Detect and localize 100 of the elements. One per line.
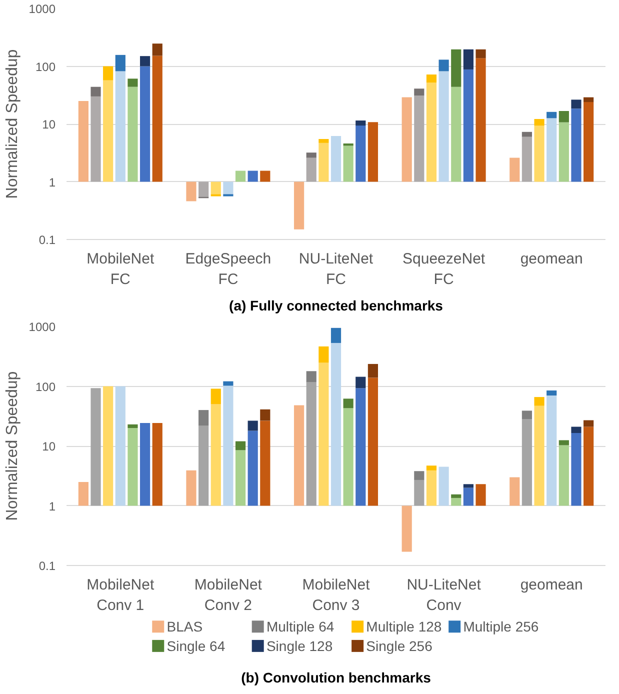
bar [235,170,246,182]
legend-label: BLAS [166,618,203,635]
bar [368,378,378,506]
bar [260,409,270,421]
bar [402,97,412,182]
bar [463,484,474,488]
bar [186,182,196,202]
bar [318,362,329,506]
bar [356,388,366,506]
x-tick-label: EdgeSpeech FC [185,250,272,288]
bar [128,86,138,182]
bar [128,78,138,87]
bar [210,404,221,506]
bar [438,71,449,182]
bar [128,428,138,506]
bar [248,420,258,431]
bar [463,69,474,182]
bar [368,122,378,182]
bar [115,386,126,506]
bar [426,74,437,83]
x-tick-label: MobileNet Conv 2 [194,576,263,614]
bar [558,440,569,446]
legend-label: Multiple 64 [266,618,334,635]
bar [306,152,316,158]
bar [426,470,437,506]
x-tick-label: SqueezeNet FC [402,250,486,288]
bar [152,44,162,56]
bar [522,132,532,137]
x-tick-label: MobileNet Conv 1 [86,576,155,614]
y-tick-label: 0.1 [38,233,56,247]
bar [558,445,569,506]
bar [476,484,486,506]
bar [198,182,209,197]
y-tick-label: 1 [48,175,56,190]
legend-label: Multiple 128 [366,618,442,635]
bar [414,480,424,506]
bar [318,346,329,363]
bar [534,119,544,126]
y-tick-label: 100 [35,60,56,74]
bar [584,426,594,506]
y-tick-label: 100 [35,380,56,394]
bar [558,110,569,122]
bar [571,100,582,109]
bar [571,433,582,506]
text: (a) Fully connected benchmarks [229,298,444,314]
y-tick-label: 1000 [28,2,56,16]
x-tick-label: NU-LiteNet FC [298,250,374,288]
bar [294,405,304,506]
bar [103,66,114,80]
bar [463,49,474,70]
bar [571,108,582,182]
y-axis-title: Normalized Speedup [4,49,21,199]
legend-label: Multiple 256 [463,618,539,635]
bar [140,66,150,182]
bar [152,56,162,182]
bar [90,388,101,506]
bar [140,56,150,66]
bar [223,182,234,194]
bar [248,170,258,182]
bar [140,422,150,506]
bar [522,410,532,420]
bar [522,419,532,506]
bar [343,143,354,146]
bar [451,86,462,182]
bar [260,170,270,182]
bar [510,158,520,182]
bar [426,466,437,470]
bar [438,466,449,506]
bar [306,382,316,506]
bar [522,136,532,182]
bar [115,71,126,182]
bar [451,494,462,498]
bar [115,54,126,72]
bar [546,112,557,118]
bar [476,58,486,182]
bar [368,364,378,378]
bar [306,158,316,182]
y-tick-label: 10 [42,440,56,454]
bar [343,398,354,408]
bar [534,406,544,506]
bar [223,386,234,506]
bar [356,376,366,388]
bar [186,470,196,506]
bar [248,430,258,506]
x-tick-label: geomean [520,576,583,594]
x-tick-label: MobileNet FC [86,250,155,288]
bar [294,182,304,230]
bar [451,49,462,87]
y-tick-label: 10 [42,118,56,132]
bar [78,101,88,182]
legend-label: Single 128 [266,638,333,654]
bar [414,96,424,182]
bar [584,97,594,102]
bar [210,388,221,404]
bar [546,118,557,182]
y-tick-label: 1 [48,499,56,514]
bar [152,422,162,506]
y-axis-title: Normalized Speedup [4,371,21,521]
bar [546,396,557,506]
bar [343,408,354,506]
